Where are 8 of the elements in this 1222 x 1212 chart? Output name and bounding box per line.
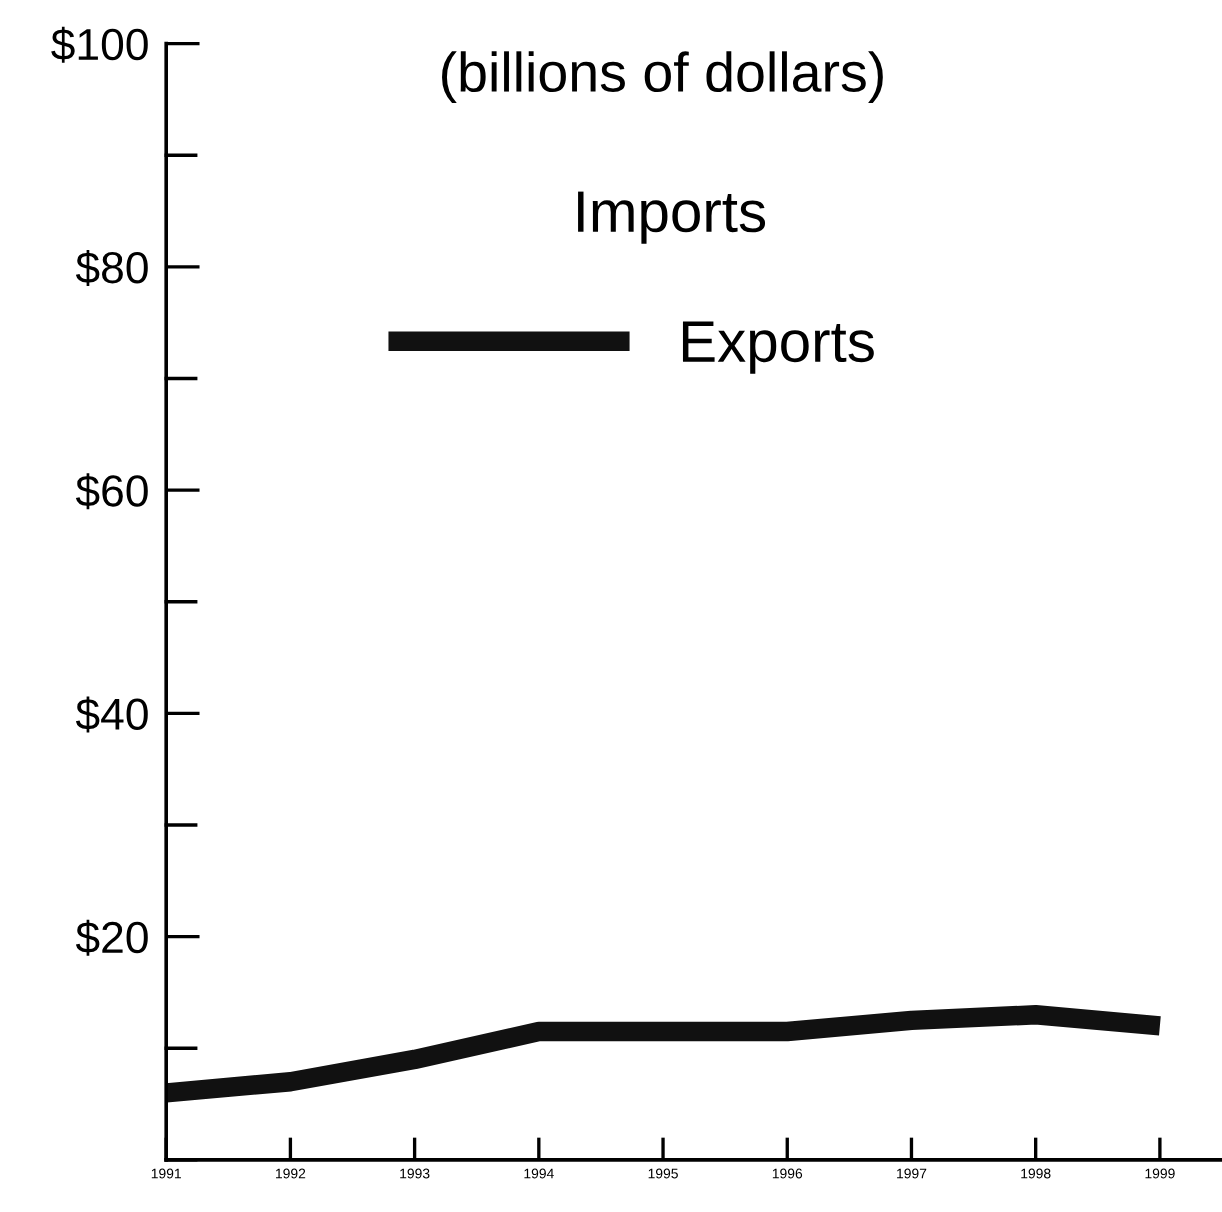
y-tick-label: $20: [75, 919, 148, 956]
legend-label: Exports: [682, 321, 874, 374]
y-tick-label: $100: [51, 26, 148, 63]
chart-title: (billions of dollars): [442, 51, 883, 104]
y-tick-label: $80: [75, 250, 148, 287]
annotation: Imports: [578, 191, 766, 244]
y-tick-label: $60: [75, 473, 148, 510]
y-tick-label: $40: [75, 696, 148, 733]
